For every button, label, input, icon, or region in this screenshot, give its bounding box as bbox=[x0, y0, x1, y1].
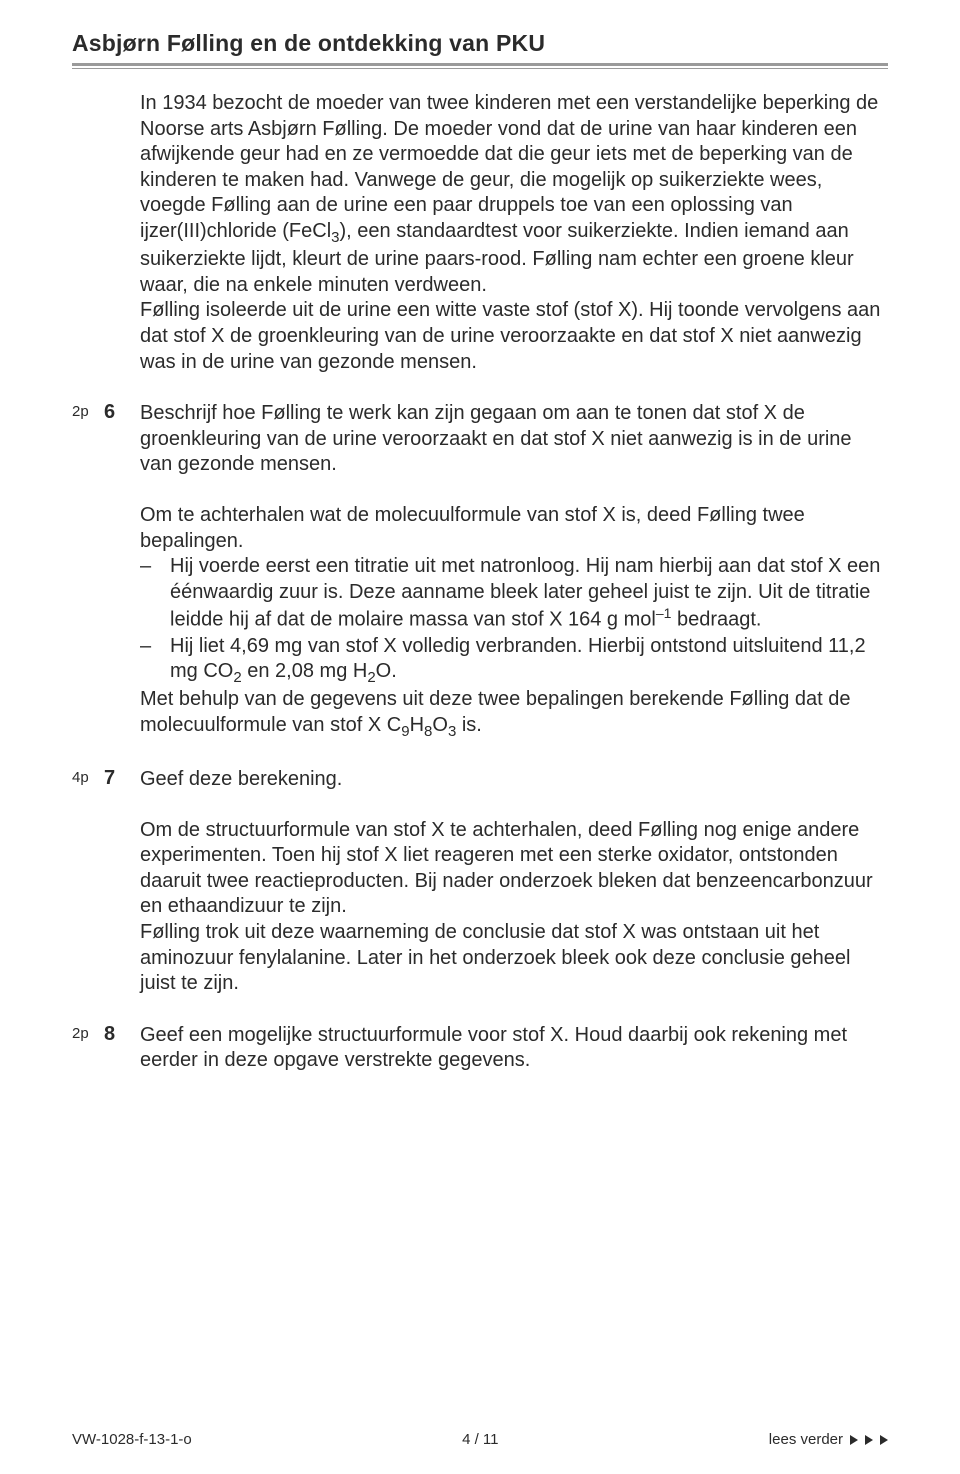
question-row: 4p 7 Geef deze berekening. Om de structu… bbox=[72, 767, 888, 997]
gutter-points-empty bbox=[72, 91, 104, 93]
intro-row: In 1934 bezocht de moeder van twee kinde… bbox=[72, 91, 888, 375]
footer-page-number: 4 / 11 bbox=[462, 1431, 498, 1448]
footer-continue: lees verder bbox=[769, 1431, 888, 1448]
question-after: Om de structuurformule van stof X te ach… bbox=[140, 818, 888, 920]
intro-p2: Følling isoleerde uit de urine een witte… bbox=[140, 298, 888, 375]
question-after: Om te achterhalen wat de molecuulformule… bbox=[140, 503, 888, 554]
question-body: Geef deze berekening. Om de structuurfor… bbox=[140, 767, 888, 997]
question-after2: Følling trok uit deze waarneming de conc… bbox=[140, 920, 888, 997]
question-text: Beschrijf hoe Følling te werk kan zijn g… bbox=[140, 401, 888, 478]
arrow-right-icon bbox=[865, 1435, 873, 1445]
arrow-right-icon bbox=[850, 1435, 858, 1445]
arrow-right-icon bbox=[880, 1435, 888, 1445]
question-number: 6 bbox=[104, 401, 140, 424]
question-body: Beschrijf hoe Følling te werk kan zijn g… bbox=[140, 401, 888, 741]
footer-continue-text: lees verder bbox=[769, 1431, 843, 1448]
question-bullets: Hij voerde eerst een titratie uit met na… bbox=[140, 554, 888, 687]
question-row: 2p 6 Beschrijf hoe Følling te werk kan z… bbox=[72, 401, 888, 741]
bullet-item: Hij voerde eerst een titratie uit met na… bbox=[140, 554, 888, 633]
question-row: 2p 8 Geef een mogelijke structuurformule… bbox=[72, 1023, 888, 1074]
question-text: Geef een mogelijke structuurformule voor… bbox=[140, 1023, 888, 1074]
question-number: 8 bbox=[104, 1023, 140, 1046]
page-title: Asbjørn Følling en de ontdekking van PKU bbox=[72, 30, 888, 57]
page-footer: VW-1028-f-13-1-o 4 / 11 lees verder bbox=[0, 1431, 960, 1448]
question-number: 7 bbox=[104, 767, 140, 790]
title-rule-thin bbox=[72, 68, 888, 69]
intro-p1: In 1934 bezocht de moeder van twee kinde… bbox=[140, 91, 888, 298]
question-after2: Met behulp van de gegevens uit deze twee… bbox=[140, 687, 888, 741]
intro-body: In 1934 bezocht de moeder van twee kinde… bbox=[140, 91, 888, 375]
points-label: 2p bbox=[72, 1023, 104, 1042]
points-label: 4p bbox=[72, 767, 104, 786]
title-block: Asbjørn Følling en de ontdekking van PKU bbox=[72, 30, 888, 69]
bullet-item: Hij liet 4,69 mg van stof X volledig ver… bbox=[140, 634, 888, 688]
footer-doc-id: VW-1028-f-13-1-o bbox=[72, 1431, 192, 1448]
question-body: Geef een mogelijke structuurformule voor… bbox=[140, 1023, 888, 1074]
points-label: 2p bbox=[72, 401, 104, 420]
question-text: Geef deze berekening. bbox=[140, 767, 888, 793]
title-rule-thick bbox=[72, 63, 888, 66]
